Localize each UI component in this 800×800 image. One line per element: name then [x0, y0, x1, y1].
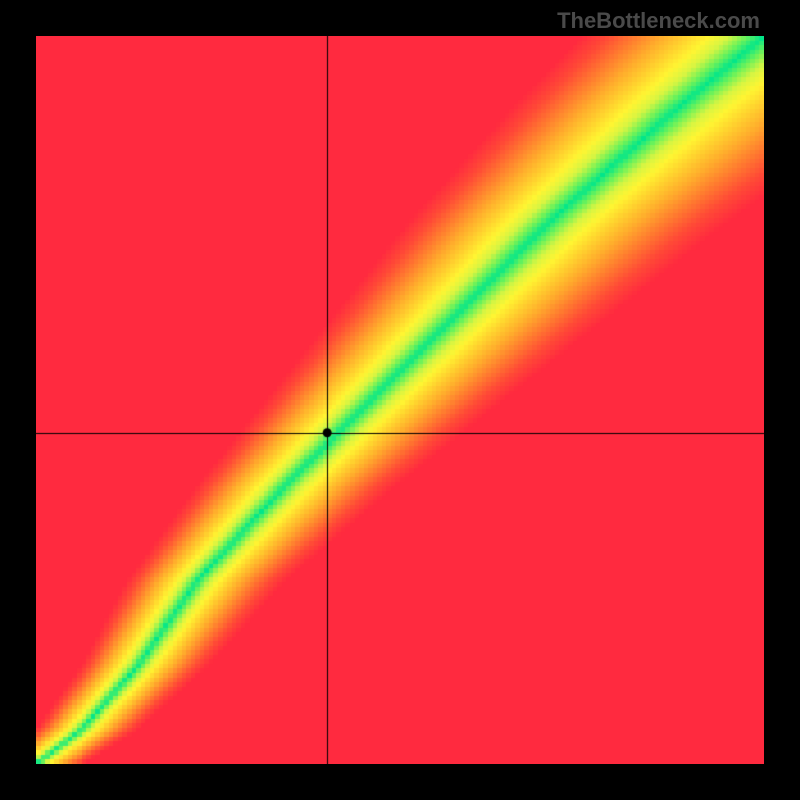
chart-container: TheBottleneck.com — [0, 0, 800, 800]
watermark-text: TheBottleneck.com — [557, 8, 760, 34]
bottleneck-heatmap — [36, 36, 764, 764]
